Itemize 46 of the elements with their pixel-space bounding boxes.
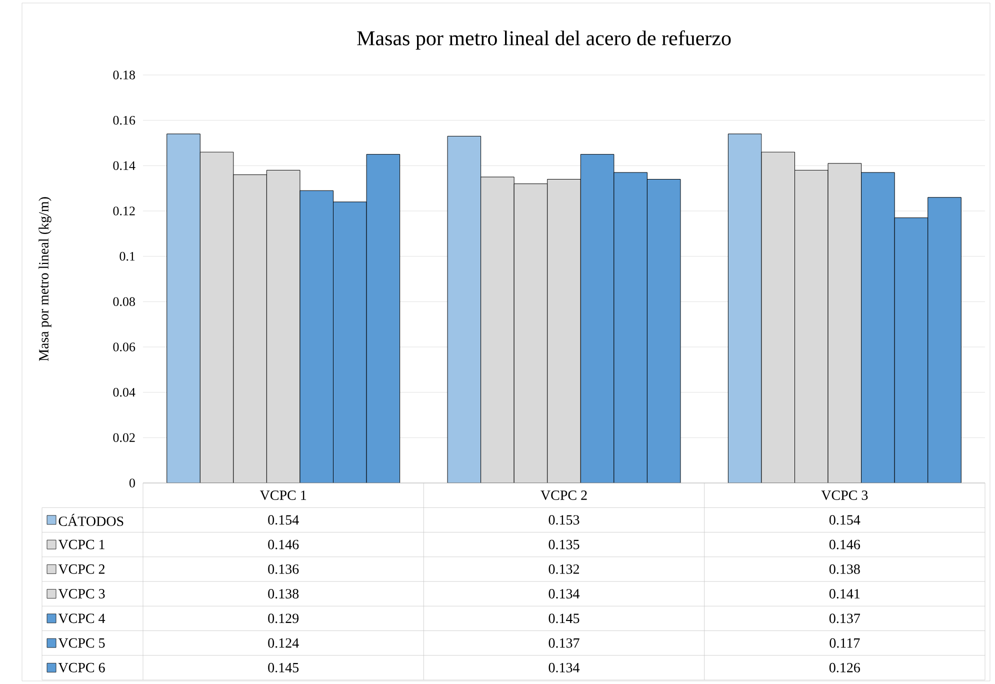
y-tick-label: 0.1 (120, 252, 135, 261)
data-label: 0.138 (829, 564, 860, 574)
y-tick-label: 0.12 (113, 206, 135, 216)
bar (447, 136, 482, 483)
y-tick-label: 0.16 (113, 116, 136, 125)
data-label: 0.145 (548, 614, 580, 624)
data-label: 0.124 (268, 638, 299, 648)
data-label: 0.134 (548, 589, 580, 599)
data-label: 0.134 (548, 662, 580, 672)
y-axis-title: Masa por metro lineal (kg/m) (38, 197, 52, 361)
legend-label: CÁTODOS (58, 514, 124, 526)
y-tick-label: 0 (129, 478, 135, 488)
data-label: 0.145 (268, 662, 299, 672)
y-tick-label: 0.02 (113, 433, 135, 442)
data-label: 0.117 (830, 638, 860, 648)
y-tick-label: 0.08 (113, 297, 135, 306)
y-tick-label: 0.14 (113, 161, 136, 170)
data-label: 0.129 (268, 614, 299, 624)
bar (728, 134, 762, 483)
data-label: 0.141 (829, 589, 860, 599)
data-label: 0.154 (829, 515, 860, 525)
data-label: 0.126 (829, 662, 860, 672)
bar (166, 134, 200, 483)
legend-label: VCPC 5 (58, 638, 105, 648)
data-label: 0.136 (268, 564, 299, 574)
legend-label: VCPC 2 (58, 564, 105, 574)
legend-label: VCPC 3 (58, 589, 105, 599)
data-label: 0.137 (829, 614, 860, 624)
data-label: 0.137 (548, 638, 580, 648)
x-tick-label: VCPC 1 (260, 490, 306, 500)
data-label: 0.138 (268, 589, 299, 599)
legend-label: VCPC 1 (58, 540, 104, 550)
y-tick-label: 0.04 (113, 388, 136, 397)
data-label: 0.146 (829, 540, 860, 550)
data-label: 0.146 (268, 540, 299, 550)
chart-title: Masas por metro lineal del acero de refuerzo (357, 30, 731, 50)
data-label: 0.154 (268, 515, 299, 525)
data-label: 0.135 (548, 540, 580, 550)
legend-label: VCPC 6 (58, 662, 105, 672)
x-tick-label: VCPC 3 (821, 490, 868, 500)
y-tick-label: 0.18 (113, 70, 135, 80)
data-label: 0.132 (548, 564, 579, 574)
y-tick-label: 0.06 (113, 342, 136, 352)
data-label: 0.153 (548, 515, 580, 525)
legend-label: VCPC 4 (58, 614, 106, 624)
x-tick-label: VCPC 2 (540, 490, 587, 500)
